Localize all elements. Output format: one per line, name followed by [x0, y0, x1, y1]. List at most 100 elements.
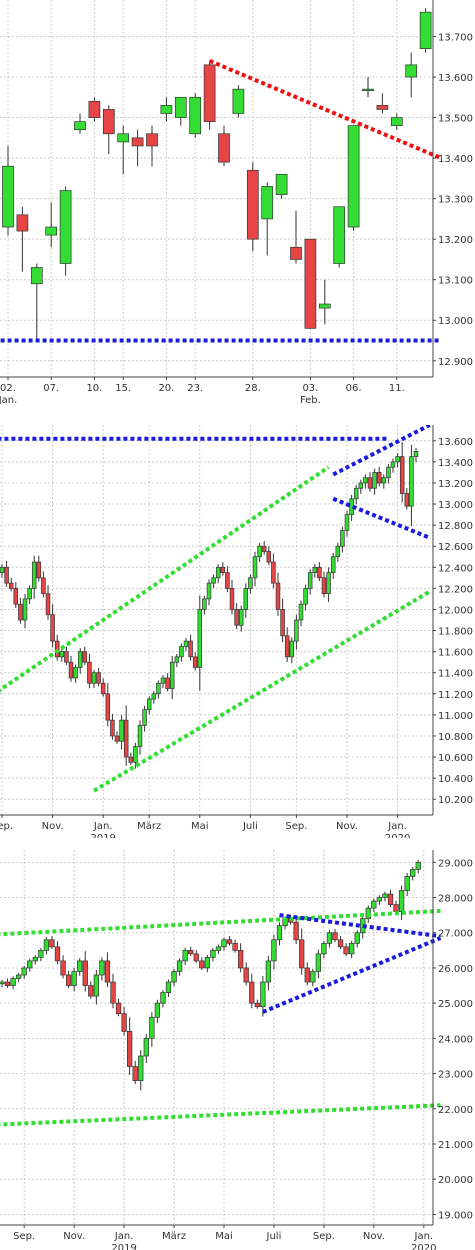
candle-down: [105, 693, 111, 721]
candle-up: [395, 456, 400, 463]
x-tick-label: Sep.: [13, 1231, 35, 1242]
candle-down: [218, 133, 230, 163]
y-tick-label: 13.600: [438, 437, 473, 448]
candle-up: [404, 876, 410, 891]
candle-down: [68, 661, 74, 679]
x-tick-label: 11.: [389, 383, 405, 394]
chart-1-panel: 12.900 13.000 13.100 13.200 13.300 13.400 13.5…: [0, 0, 475, 410]
candle-up: [31, 561, 37, 589]
candle-up: [10, 978, 16, 986]
candle-down: [343, 946, 349, 955]
candle-up: [386, 466, 391, 479]
candle-up: [390, 461, 396, 468]
candle-down: [96, 672, 101, 684]
candle-down: [4, 566, 9, 584]
candle-down: [249, 981, 255, 1004]
chart-2-panel: 10.200 10.400 10.600 10.800 11.000 11.200 11.4…: [0, 425, 475, 838]
candle-down: [64, 651, 69, 663]
candle-up: [189, 96, 202, 135]
candle-up: [382, 893, 388, 898]
candle-up: [27, 960, 33, 969]
candle-up: [303, 588, 308, 605]
trend-lines: [0, 425, 431, 793]
candle-up: [176, 960, 183, 972]
candle-down: [275, 582, 281, 610]
y-tick-label: 21.000: [438, 1140, 473, 1151]
candle-up: [182, 950, 188, 962]
candle-up: [221, 939, 227, 948]
candle-down: [115, 1002, 122, 1015]
candle-up: [142, 709, 147, 726]
candle-up: [38, 950, 44, 958]
y-tick-label: 28.000: [438, 894, 473, 905]
candle-up: [398, 890, 405, 912]
candle-up: [146, 698, 152, 710]
candle-down: [280, 609, 285, 637]
candle-down: [126, 1030, 133, 1067]
x-tick-label: 23.: [187, 383, 203, 394]
candles: [0, 859, 421, 1091]
candle-down: [41, 577, 46, 594]
candle-up: [156, 682, 161, 695]
candle-down: [393, 904, 399, 912]
green-trend-line: [0, 908, 441, 937]
y-tick-label: 10.200: [438, 795, 473, 806]
candle-down: [337, 939, 344, 948]
candle-down: [18, 603, 23, 621]
candle-up: [248, 577, 253, 589]
candle-up: [371, 900, 377, 909]
candle-down: [110, 719, 115, 737]
candle-up: [137, 725, 143, 747]
green-trend-line: [92, 589, 431, 793]
y-tick-label: 12.000: [438, 605, 473, 616]
candle-down: [304, 238, 317, 329]
candle-up: [413, 451, 419, 457]
chart-3-svg: 19.000 20.000 21.000 22.000 23.000 24.000 25.0…: [0, 850, 473, 1250]
candle-down: [4, 981, 11, 986]
candle-up: [298, 603, 304, 621]
candle-up: [252, 556, 258, 579]
candle-down: [16, 214, 29, 232]
candle-down: [132, 1066, 138, 1081]
x-tick-label: 07.: [43, 383, 59, 394]
candle-up: [405, 64, 418, 78]
x-tick-sublabel: 2020: [385, 833, 410, 838]
candle-up: [30, 267, 43, 285]
candle-down: [188, 950, 194, 955]
candle-down: [254, 1002, 260, 1008]
candle-up: [174, 96, 187, 118]
x-tick-label: Sep.: [0, 821, 13, 832]
candle-up: [362, 88, 374, 92]
candle-down: [87, 661, 92, 684]
candle-up: [77, 960, 83, 972]
y-tick-label: 26.000: [438, 964, 473, 975]
x-tick-label: Mai: [191, 821, 209, 832]
grid: [0, 0, 433, 377]
y-tick-label: 13.400: [438, 458, 473, 469]
x-tick-label: 28.: [245, 383, 261, 394]
y-tick-label: 20.000: [438, 1175, 473, 1186]
x-tick-label: Nov.: [363, 1231, 385, 1242]
x-tick-label: 10.: [86, 383, 102, 394]
candle-down: [238, 950, 244, 969]
candle-up: [74, 121, 86, 131]
candle-down: [65, 974, 72, 986]
y-tick-label: 12.800: [438, 521, 473, 532]
candle-up: [215, 946, 222, 951]
candle-up: [117, 133, 130, 143]
candle-up: [344, 514, 350, 531]
candle-down: [293, 921, 299, 941]
x-tick-label: Jan.: [93, 821, 113, 832]
candle-up: [260, 981, 266, 1008]
blue-trend-line: [279, 913, 441, 939]
y-tick-label: 11.000: [438, 711, 473, 722]
candle-up: [289, 640, 295, 658]
x-tick-sublabel: Feb.: [300, 395, 321, 406]
blue-trend-line: [332, 496, 431, 540]
candle-up: [77, 651, 83, 668]
candle-up: [59, 651, 65, 658]
candle-down: [284, 635, 290, 658]
candle-up: [165, 981, 172, 993]
candle-up: [415, 861, 421, 870]
